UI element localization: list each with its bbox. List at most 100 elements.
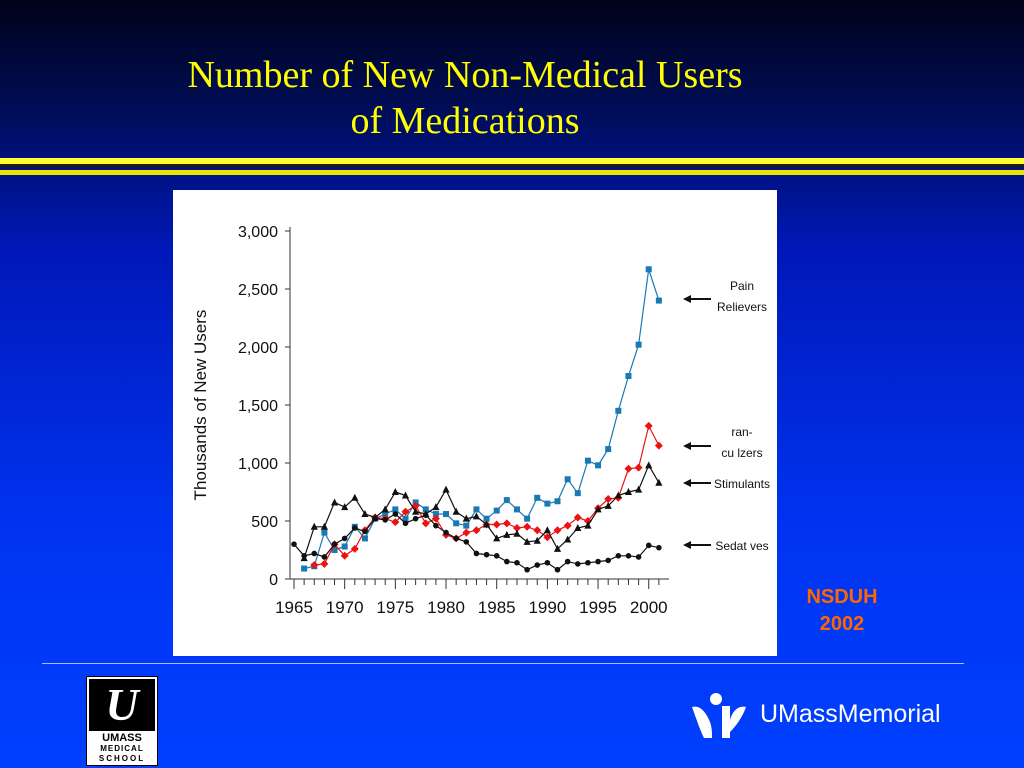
data-point [351,493,359,501]
x-tick-label: 1980 [427,598,465,617]
data-point [372,515,378,522]
data-point [523,522,532,531]
data-point [310,522,318,530]
data-point [382,511,389,518]
data-point [432,503,440,511]
data-point [554,566,561,573]
x-tick-label: 1995 [579,598,617,617]
data-point [533,526,542,535]
series-label-2: Stimulants [714,477,770,491]
data-point [604,501,612,509]
data-point [503,530,511,538]
data-point [625,553,632,559]
y-tick-label: 2,500 [238,282,278,299]
chart-panel: 0 500 1,000 1,500 2,000 2,500 3,000 1965 1970 197… [173,190,777,656]
data-point [321,529,328,536]
series-arrowhead-0 [683,295,691,303]
data-point [483,515,490,522]
data-point [554,498,561,505]
data-point [331,541,338,547]
data-point [473,506,480,513]
data-point [412,515,419,522]
data-point [350,544,359,553]
series-arrowhead-2 [683,479,691,487]
data-point [361,510,369,518]
data-point [331,547,338,553]
data-point [391,488,399,495]
data-point [523,537,531,545]
data-point [654,441,663,450]
data-point [462,528,471,537]
data-point [452,507,460,515]
data-point [645,266,652,273]
data-point [614,491,622,499]
data-point [553,544,562,552]
data-point [301,553,307,559]
data-point [432,511,439,518]
data-point [493,534,501,542]
series-label-1: cu lzers [721,446,762,460]
y-tick-label: 3,000 [238,224,278,241]
x-tick-label: 1975 [376,598,414,617]
data-point [635,554,642,560]
data-point [321,554,328,560]
source-note: NSDUH 2002 [786,584,898,638]
data-point [381,505,389,513]
data-point [453,520,460,527]
data-point [422,512,429,518]
source-line-2: 2002 [819,613,865,635]
series-arrowhead-1 [683,442,691,450]
data-point [564,535,572,543]
data-point [634,485,643,493]
data-point [645,461,653,469]
y-axis-title: Thousands of New Users [191,310,210,501]
data-point [655,478,663,486]
data-point [625,373,632,379]
umass-logo-mark: U [89,679,155,731]
logo-text-school: SCHOOL [98,754,146,763]
data-point [524,566,530,573]
x-tick-label: 2000 [630,598,668,617]
data-point [341,543,348,550]
data-point [433,522,439,529]
x-tick-label: 1990 [528,598,566,617]
data-point [401,491,410,499]
data-point [655,297,662,304]
data-point [502,519,511,528]
data-point [634,463,643,472]
data-point [533,536,541,544]
series-line-0 [303,269,660,570]
data-point [514,559,520,566]
data-point [422,506,429,513]
data-point [534,562,541,568]
data-point [594,505,602,513]
data-point [392,506,399,513]
data-point [421,519,430,528]
series-label-0: Relievers [717,300,767,314]
brand-name: UMassMemorial [760,700,941,728]
data-point [574,523,582,531]
data-point [392,511,399,517]
data-point [443,511,450,518]
data-point [443,529,449,536]
data-point [311,550,318,557]
y-tick-label: 500 [251,514,278,531]
data-point [544,559,551,566]
data-point [504,558,510,565]
data-point [615,407,622,414]
data-point [402,520,409,527]
data-point [573,513,582,522]
data-point [656,544,662,551]
data-point [473,550,480,557]
title-rule-top [0,158,1024,164]
series-label-1: ran- [731,425,752,439]
data-point [341,503,349,511]
data-point [472,526,481,535]
line-chart: 0 500 1,000 1,500 2,000 2,500 3,000 1965 1970 197… [191,224,770,617]
series-arrowhead-3 [683,541,691,549]
data-point [583,517,592,525]
data-point [462,514,470,522]
data-point [605,557,611,564]
data-point [564,476,571,483]
data-point [645,542,652,549]
